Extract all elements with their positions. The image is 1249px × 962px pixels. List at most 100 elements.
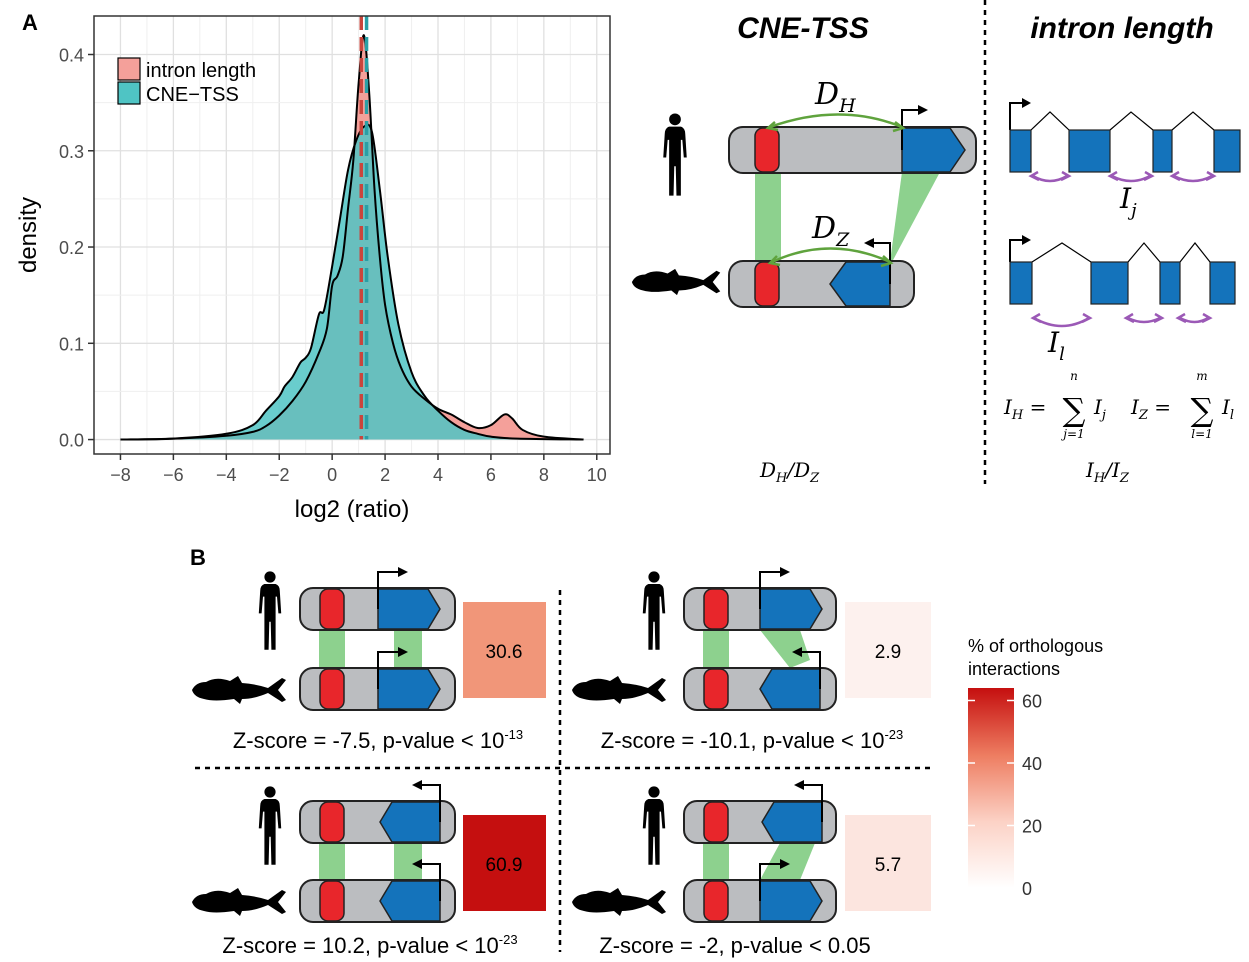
y-tick-label: 0.1: [59, 334, 84, 354]
svg-text:n: n: [1070, 369, 1078, 383]
svg-text:l=1: l=1: [1191, 427, 1213, 441]
legend-swatch-intron: [117, 57, 141, 81]
legend-label-intron: intron length: [146, 60, 256, 82]
x-tick-label: −4: [216, 465, 237, 485]
y-axis-ticks: 0.0 0.1 0.2 0.3 0.4: [59, 46, 94, 451]
legend-swatch-cne: [117, 81, 141, 105]
x-tick-label: 4: [433, 465, 443, 485]
gene-link: [890, 172, 940, 262]
value-tile-2: [845, 602, 931, 698]
cne-ratio-label: DH/DZ: [759, 458, 820, 486]
intron-arcs: [1032, 174, 1213, 183]
human-cne: [754, 127, 780, 173]
exon: [1213, 129, 1241, 173]
x-tick-label: −2: [269, 465, 290, 485]
x-axis-ticks: −8 −6 −4 −2 0 2 4 6 8 10: [110, 454, 607, 485]
value-tile-4: [845, 815, 931, 911]
intron-lines: [1031, 242, 1211, 263]
value-label-2: 2.9: [875, 642, 901, 663]
intron-lines: [1030, 111, 1215, 131]
svg-text:j=1: j=1: [1060, 427, 1084, 441]
value-label-4: 5.7: [875, 855, 901, 876]
fish-gene: [829, 261, 891, 307]
panel-b-label: B: [190, 545, 206, 570]
caption-4: Z-score = -2, p-value < 0.05: [599, 933, 870, 958]
ij-label: Ij: [1119, 182, 1137, 221]
scale-tick-label: 0: [1022, 879, 1032, 899]
human-gene: [901, 127, 966, 173]
x-tick-label: 2: [380, 465, 390, 485]
exon: [1209, 261, 1236, 305]
il-label: Il: [1047, 326, 1065, 365]
dh-label: DH: [814, 77, 856, 117]
scale-tick-label: 40: [1022, 754, 1042, 774]
quadrant-2: [572, 567, 837, 711]
intron-length-header: intron length: [1030, 12, 1213, 45]
color-scale-bar: [968, 688, 1014, 888]
median-lines: [359, 16, 369, 440]
y-tick-label: 0.2: [59, 238, 84, 258]
panel-a-label: A: [22, 10, 38, 35]
sum-sign: ∑: [1063, 391, 1086, 429]
plot-border: [93, 15, 611, 455]
cne-link: [755, 173, 781, 262]
legend-title-line-2: interactions: [968, 659, 1060, 679]
human-icon: [663, 113, 687, 196]
fish-tss-arrowhead: [864, 238, 874, 248]
svg-text:Ij: Ij: [1093, 395, 1106, 423]
exon: [1152, 129, 1173, 173]
cne-tss-header: CNE-TSS: [737, 12, 869, 45]
dh-arc: [769, 113, 903, 129]
y-tick-label: 0.0: [59, 431, 84, 451]
x-tick-label: 10: [587, 465, 607, 485]
legend: intron length CNE−TSS: [117, 57, 256, 106]
exon: [1009, 261, 1033, 305]
exon: [1068, 129, 1111, 173]
y-axis-label: density: [15, 197, 42, 273]
value-tile-1: [463, 602, 546, 698]
sum-sign: ∑: [1191, 391, 1214, 429]
intron-formula: IH = ∑ n j=1 Ij IZ = ∑ m l=1 Il: [1003, 369, 1234, 441]
fish-tss-arrow: [870, 242, 891, 284]
value-label-3: 60.9: [486, 855, 523, 876]
scale-tick-label: 60: [1022, 692, 1042, 712]
quadrant-4: [572, 780, 837, 923]
fish-cne: [754, 261, 780, 307]
density-line-1: [120, 123, 584, 441]
intron-ratio-label: IH/IZ: [1085, 458, 1130, 486]
human-tss-arrowhead: [918, 105, 928, 115]
x-tick-label: −8: [110, 465, 131, 485]
svg-text:m: m: [1196, 369, 1207, 383]
x-tick-label: 6: [486, 465, 496, 485]
svg-text:IH =: IH =: [1003, 395, 1046, 423]
y-tick-label: 0.3: [59, 142, 84, 162]
scale-tick-label: 20: [1022, 817, 1042, 837]
caption-3: Z-score = 10.2, p-value < 10-23: [222, 932, 517, 958]
value-label-1: 30.6: [486, 642, 523, 663]
density-series: [120, 34, 584, 441]
exon: [1090, 261, 1129, 305]
human-tss-arrow: [901, 109, 924, 150]
x-tick-label: 0: [327, 465, 337, 485]
fish-gene-model: [1009, 235, 1236, 328]
fish-icon: [631, 268, 721, 296]
value-tile-3: [463, 815, 546, 911]
x-tick-label: −6: [163, 465, 184, 485]
svg-text:Il: Il: [1221, 395, 1234, 423]
density-chart: −8 −6 −4 −2 0 2 4 6 8 10 0.0 0.1 0.2 0.3 0.4 log2 (ra…: [15, 15, 611, 523]
caption-1: Z-score = -7.5, p-value < 10-13: [233, 727, 523, 753]
svg-text:IZ =: IZ =: [1130, 395, 1171, 423]
exon: [1159, 261, 1181, 305]
legend-label-cne: CNE−TSS: [146, 84, 239, 106]
density-area-1: [120, 124, 584, 440]
exon: [1009, 129, 1032, 173]
x-tick-label: 8: [539, 465, 549, 485]
density-line-0: [120, 34, 584, 441]
color-scale-ticks: 60 40 20 0: [968, 692, 1042, 899]
dz-label: DZ: [811, 211, 850, 251]
y-tick-label: 0.4: [59, 46, 84, 66]
quadrant-1: [192, 567, 456, 711]
x-axis-label: log2 (ratio): [295, 496, 410, 523]
legend-title-line-1: % of orthologous: [968, 636, 1103, 656]
